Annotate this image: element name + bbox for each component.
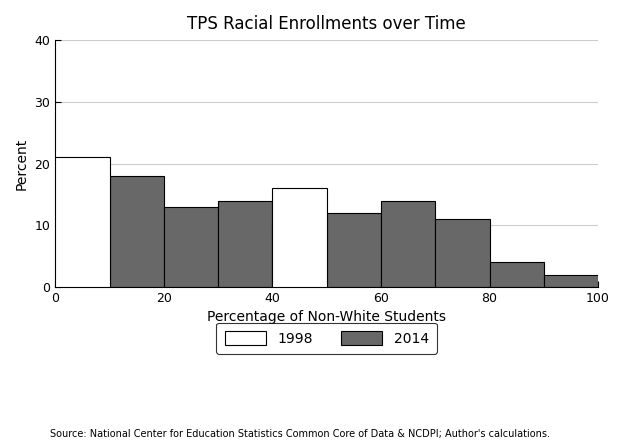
Bar (327, 213, 381, 287)
Bar (109, 176, 164, 287)
Bar (55, 250, 109, 287)
Bar (544, 275, 598, 287)
Legend: 1998, 2014: 1998, 2014 (216, 323, 437, 354)
Bar (272, 225, 327, 287)
Bar (218, 201, 272, 287)
Text: Source: National Center for Education Statistics Common Core of Data & NCDPI; Au: Source: National Center for Education St… (50, 429, 550, 439)
Bar (489, 262, 544, 287)
Y-axis label: Percent: Percent (15, 138, 29, 190)
X-axis label: Percentage of Non-White Students: Percentage of Non-White Students (207, 310, 446, 325)
Bar (164, 207, 218, 287)
Bar (55, 157, 109, 287)
Bar (381, 201, 435, 287)
Bar (435, 219, 489, 287)
Title: TPS Racial Enrollments over Time: TPS Racial Enrollments over Time (188, 15, 466, 33)
Bar (272, 188, 327, 287)
